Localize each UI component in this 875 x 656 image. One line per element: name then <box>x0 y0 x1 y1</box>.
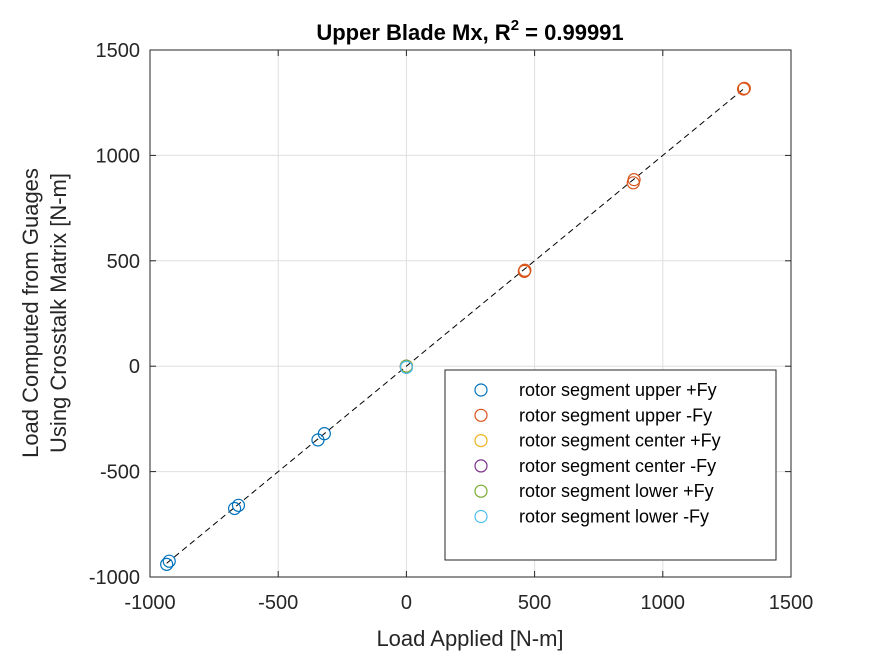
y-tick-label: -1000 <box>89 567 140 589</box>
y-axis-label-line1: Load Computed from Guages <box>18 168 43 458</box>
axis-ticks: -1000 -500 0 500 1000 1500 -1000 -500 0 500 1000 15… <box>89 40 813 614</box>
legend-entry: rotor segment center -Fy <box>519 456 716 476</box>
data-point-series-1 <box>317 427 331 441</box>
legend-entry: rotor segment center +Fy <box>519 431 721 451</box>
x-tick-label: 1500 <box>769 592 814 614</box>
x-axis-label: Load Applied [N-m] <box>376 626 563 651</box>
chart-title: Upper Blade Mx, R2 = 0.99991 <box>316 17 623 45</box>
data-point-series-1 <box>160 557 174 571</box>
data-point-series-6 <box>399 360 413 374</box>
y-axis-label-line2: Using Crosstalk Matrix [N-m] <box>46 173 71 453</box>
y-tick-label: 500 <box>107 251 140 273</box>
data-point-series-1 <box>162 554 176 568</box>
legend-entry: rotor segment lower -Fy <box>519 507 709 527</box>
data-points <box>160 81 751 571</box>
y-tick-label: -500 <box>100 462 140 484</box>
legend-entry: rotor segment upper +Fy <box>519 380 717 400</box>
legend-entry: rotor segment upper -Fy <box>519 405 712 425</box>
data-point-series-1 <box>231 498 246 512</box>
data-point-series-2 <box>737 81 751 95</box>
fit-line <box>166 88 744 564</box>
legend-marker <box>474 509 488 524</box>
legend-entry: rotor segment lower +Fy <box>519 481 714 501</box>
chart-title-superscript: 2 <box>511 17 519 34</box>
data-point-series-1 <box>228 501 242 516</box>
data-point-series-2 <box>627 173 641 187</box>
legend-box <box>444 369 777 561</box>
data-point-series-1 <box>311 433 325 447</box>
x-tick-label: -1000 <box>124 592 175 614</box>
y-tick-label: 0 <box>129 356 140 378</box>
y-tick-label: 1000 <box>96 145 141 167</box>
legend-marker <box>474 383 488 397</box>
plot-area-frame <box>149 49 792 578</box>
chart-title-suffix: = 0.99991 <box>519 20 624 45</box>
legend-marker <box>474 434 488 448</box>
legend: rotor segment upper +Fy rotor segment upp… <box>444 369 777 561</box>
fit-line-segment <box>166 88 744 564</box>
x-tick-label: -500 <box>258 592 298 614</box>
x-tick-label: 0 <box>401 592 412 614</box>
legend-marker <box>474 459 488 473</box>
legend-marker <box>474 408 488 422</box>
y-tick-label: 1500 <box>96 40 141 62</box>
x-tick-label: 500 <box>518 592 551 614</box>
x-tick-label: 1000 <box>641 592 686 614</box>
legend-marker <box>474 484 488 498</box>
data-point-series-2 <box>518 263 532 277</box>
